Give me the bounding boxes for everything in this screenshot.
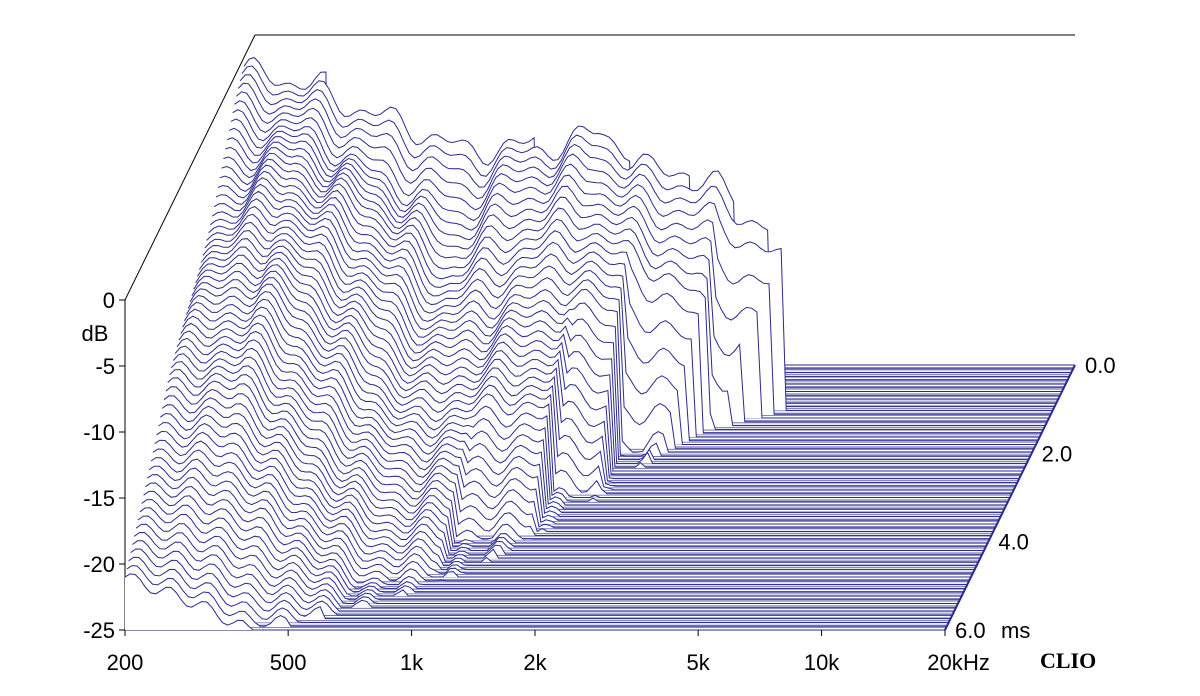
slice-mask [164, 395, 984, 551]
spectral-slice-line [182, 314, 1003, 514]
spectral-slice-line [226, 137, 1048, 423]
spectral-slice-line [215, 177, 1036, 445]
spectral-slice-line [210, 198, 1031, 457]
spectral-slice-line [163, 395, 984, 551]
spectral-slice-line [191, 277, 1012, 495]
spectral-slice-line [178, 330, 999, 521]
x-axis-ticks: 200 500 1k 2k 5k 10k 20k [107, 630, 964, 675]
spectral-slice-line [198, 246, 1020, 480]
spectral-slice-line [196, 254, 1018, 483]
spectral-slice-line [145, 482, 966, 589]
spectral-slice-line [167, 377, 988, 544]
spectral-slice-line [135, 523, 957, 608]
spectral-slice-line [234, 100, 1055, 408]
spectral-slice-line [152, 448, 973, 574]
slice-mask [125, 573, 945, 630]
y-tick-label: -15 [83, 486, 115, 511]
time-axis-unit: ms [1001, 618, 1030, 643]
spectral-slice-line [169, 368, 990, 540]
spectral-slice-line [221, 158, 1042, 434]
spectral-slice-line [165, 386, 986, 548]
y-tick-label: -25 [83, 618, 115, 643]
clio-brand-logo: CLIO [1040, 648, 1096, 673]
spectral-slice-line [171, 361, 992, 536]
spectral-slice-line [208, 205, 1029, 461]
spectral-slice-line [185, 298, 1007, 506]
x-tick-label: 5k [687, 650, 711, 675]
spectral-slice-line [232, 109, 1053, 411]
spectral-slice-line [228, 127, 1049, 419]
spectral-slice-line [236, 91, 1057, 404]
spectral-slice-line [225, 146, 1046, 427]
spectral-slice-line [212, 190, 1033, 453]
spectral-slice-line [217, 170, 1038, 442]
spectral-slice-line [230, 118, 1051, 415]
spectral-slice-line [148, 465, 970, 582]
spectral-slice-line [189, 283, 1010, 498]
spectral-slice-line [139, 507, 960, 601]
spectral-slice-line [130, 548, 951, 620]
x-tick-label: 1k [400, 650, 424, 675]
x-tick-label: 10k [804, 650, 840, 675]
spectral-slice-line [141, 498, 962, 597]
spectral-slice-line [156, 430, 977, 567]
spectral-slice-line [147, 474, 968, 586]
y-tick-label: -20 [83, 552, 115, 577]
y-axis-label: dB [82, 321, 109, 346]
spectral-slice-line [154, 439, 975, 570]
spectral-slice-line [137, 515, 958, 604]
spectral-slice-line [180, 322, 1001, 517]
x-tick-label: 200 [107, 650, 144, 675]
spectral-slice-line [219, 164, 1040, 438]
spectral-slices [124, 56, 1075, 631]
spectral-slice-line [160, 413, 981, 559]
spectral-slice-line [128, 556, 949, 623]
spectral-slice-line [237, 82, 1059, 400]
spectral-slice-line [174, 345, 996, 529]
time-tick-label: 6.0 [955, 618, 986, 643]
spectral-slice-line [183, 306, 1005, 510]
spectral-slice-line [143, 490, 964, 593]
spectral-slice-line [200, 238, 1022, 476]
spectral-slice-line [206, 213, 1027, 464]
y-tick-label: -10 [83, 420, 115, 445]
spectral-slice-line [150, 457, 971, 578]
spectral-slice-line [187, 291, 1009, 502]
spectral-slice-line [204, 221, 1025, 468]
time-tick-label: 0.0 [1085, 353, 1116, 378]
y-axis-ticks: 0 -5 -10 -15 -20 -25 [83, 288, 125, 643]
spectral-slice-line [195, 262, 1016, 487]
spectral-slice-line [176, 337, 997, 525]
x-tick-label: 2k [523, 650, 547, 675]
time-axis-ticks: 0.0 2.0 4.0 6.0 [955, 353, 1116, 643]
spectral-slice-line [161, 404, 983, 555]
top-left-depth-edge [124, 34, 256, 301]
spectral-slice-line [126, 565, 947, 627]
time-tick-label: 4.0 [998, 530, 1029, 555]
spectral-slice-line [213, 183, 1035, 449]
spectral-slice-line [193, 270, 1014, 491]
slice-mask [167, 377, 988, 543]
y-tick-label: -5 [95, 354, 115, 379]
spectral-slice-line [172, 353, 994, 533]
x-axis-unit: Hz [963, 650, 990, 675]
spectral-slice-line [134, 531, 955, 612]
spectral-slice-line [223, 152, 1044, 430]
time-tick-label: 2.0 [1042, 441, 1073, 466]
spectral-slice-line [202, 229, 1023, 472]
spectral-slice-line [132, 540, 953, 616]
x-tick-label: 20k [927, 650, 963, 675]
slice-mask [165, 386, 986, 547]
y-tick-label: 0 [103, 288, 115, 313]
spectral-slice-line [158, 421, 979, 563]
x-tick-label: 500 [270, 650, 307, 675]
